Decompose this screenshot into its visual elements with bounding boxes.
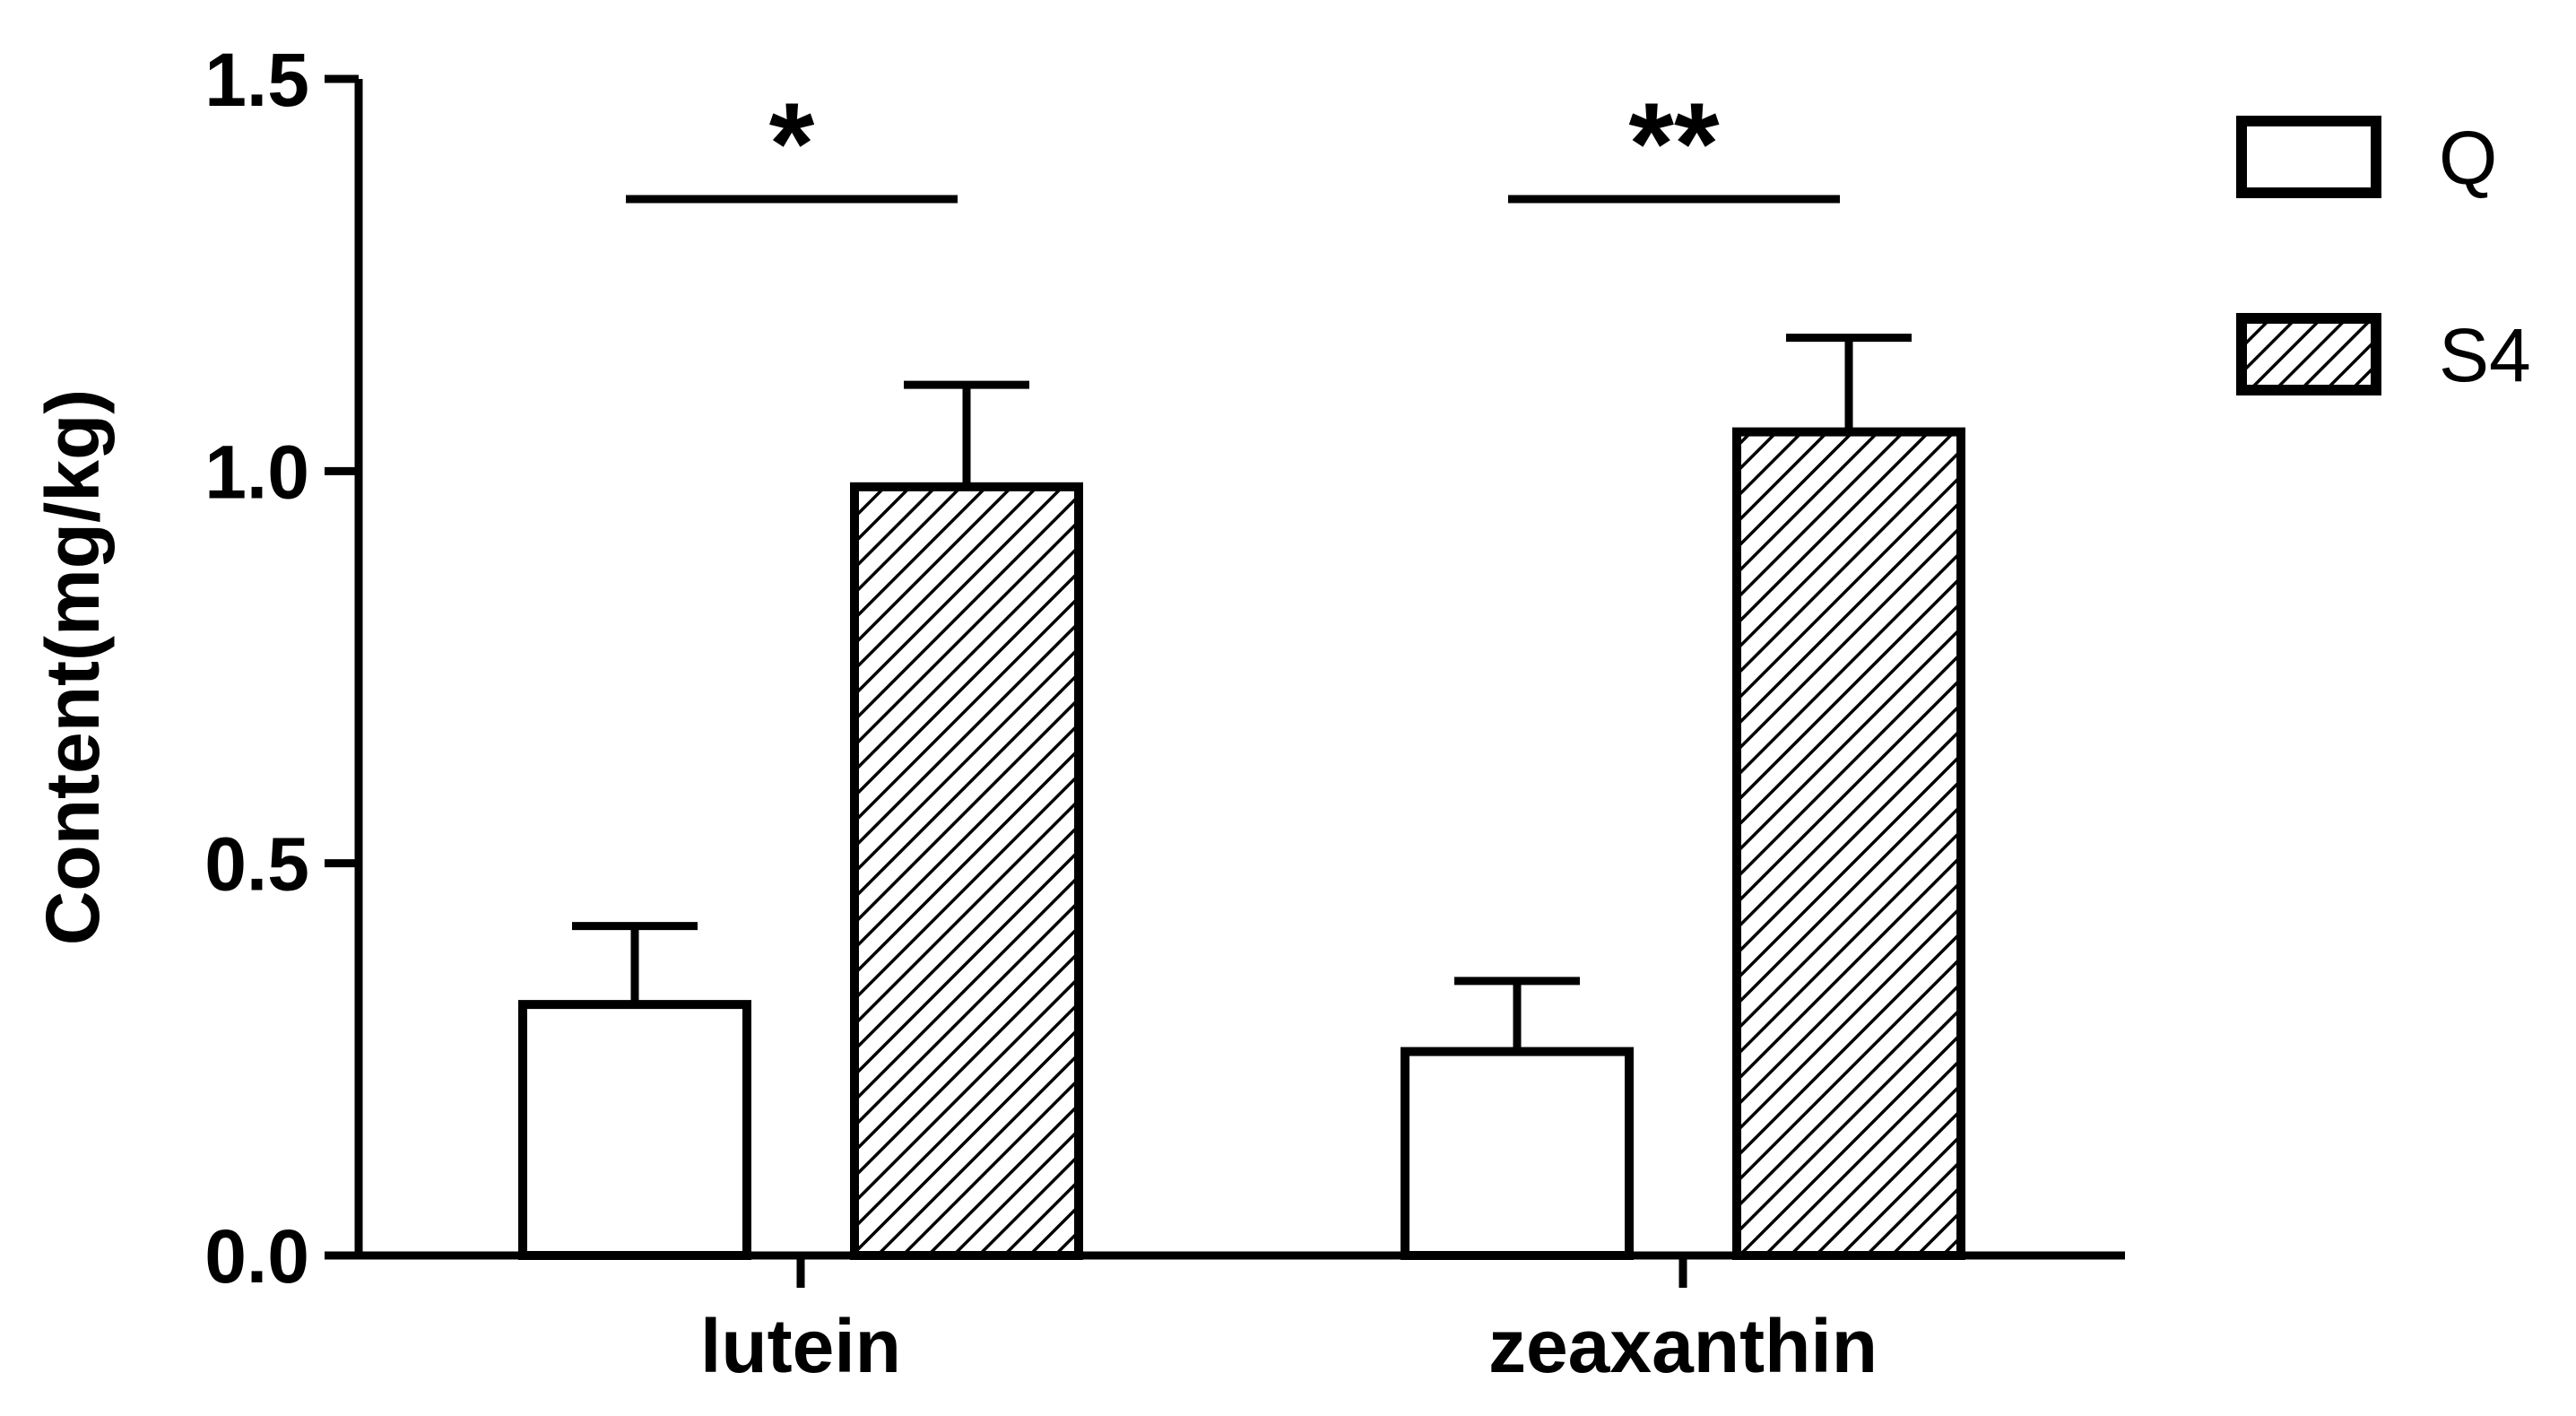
y-tick-label: 1.0: [204, 430, 309, 514]
bar-S4-lutein: [850, 482, 1083, 1260]
y-tick-label: 0.0: [204, 1214, 309, 1299]
significance-marker-lutein: *: [769, 78, 815, 209]
bar-S4-zeaxanthin: [1732, 427, 1965, 1261]
legend-swatch-S4: [2236, 313, 2381, 395]
y-axis-title: Content(mg/kg): [30, 389, 115, 946]
legend-label-Q: Q: [2439, 116, 2497, 200]
bar-Q-zeaxanthin: [1401, 1047, 1634, 1260]
category-label-zeaxanthin: zeaxanthin: [1488, 1304, 1878, 1388]
plot-area: lutein * zeaxanthin **: [518, 78, 1965, 1388]
legend: Q S4: [2236, 116, 2531, 397]
y-tick-label: 1.5: [204, 38, 309, 122]
bar-Q-lutein: [518, 1000, 751, 1261]
legend-swatch-Q: [2236, 116, 2381, 198]
y-ticks: 0.0 0.5 1.0 1.5: [204, 38, 359, 1299]
significance-marker-zeaxanthin: **: [1628, 78, 1720, 209]
y-tick-label: 0.5: [204, 822, 309, 907]
category-label-lutein: lutein: [700, 1304, 901, 1388]
legend-label-S4: S4: [2439, 313, 2531, 397]
